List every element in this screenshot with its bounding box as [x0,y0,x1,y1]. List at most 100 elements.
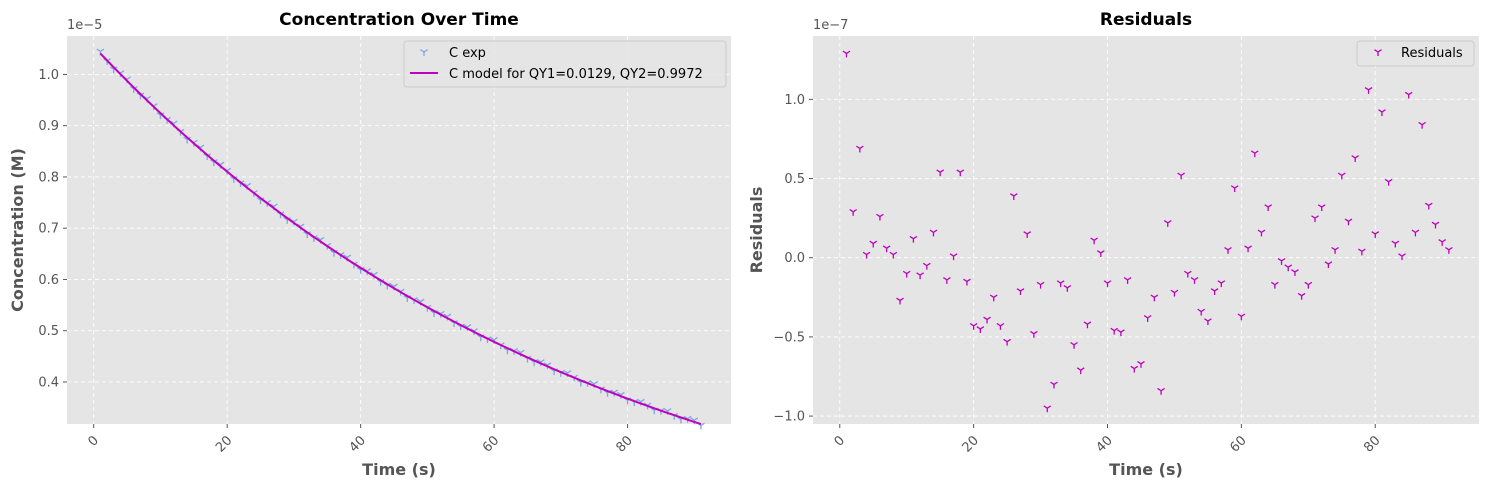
y-tick-label: 0.5 [38,324,59,339]
data-point [989,294,998,302]
data-point [936,169,945,177]
data-point [1190,277,1199,284]
data-point [1257,229,1266,237]
data-point [1424,202,1433,210]
data-point [943,277,951,284]
data-point [1163,220,1172,227]
data-point [1003,338,1011,346]
legend-marker [420,49,428,56]
right-x-axis-label: Time (s) [1109,460,1183,479]
data-point [1083,321,1092,329]
data-point [1117,329,1125,337]
x-tick-label: 40 [1093,433,1115,455]
data-point [1023,231,1032,238]
data-point [922,262,931,270]
data-point [1371,231,1380,238]
x-tick-label: 60 [480,433,502,455]
data-point [983,316,991,324]
y-tick-label: 0.6 [38,273,59,288]
data-point [969,322,978,330]
right-y-axis-label: Residuals [747,187,766,274]
data-point [902,270,911,278]
data-point [1217,280,1226,288]
data-point [882,245,891,253]
data-point [1317,204,1326,212]
data-point [1096,250,1105,257]
right-offset-label: 1e−7 [813,18,848,33]
data-point [1284,264,1293,272]
data-point [876,213,884,221]
right-plot-area [813,36,1479,424]
data-point [1244,245,1252,253]
data-point [855,145,864,153]
x-tick-label: 20 [213,433,235,455]
left-legend-label-model: C model for QY1=0.0129, QY2=0.9972 [449,67,703,82]
data-point [1150,294,1159,302]
x-tick-label: 60 [1227,433,1249,455]
data-point [869,240,878,248]
left-legend: C exp C model for QY1=0.0129, QY2=0.9972 [403,40,727,88]
data-point [1137,360,1145,368]
data-point [1143,315,1152,322]
data-point [1331,246,1339,254]
data-point [1076,367,1085,375]
left-chart-title: Concentration Over Time [279,10,519,30]
right-legend: Residuals [1356,40,1475,67]
data-point [1204,318,1212,326]
x-tick-label: 80 [613,433,635,455]
data-point [889,251,898,259]
data-point [1056,280,1065,288]
data-point [1016,288,1025,295]
right-chart-title: Residuals [1100,10,1192,30]
data-point [949,253,958,261]
y-tick-label: 0.7 [38,222,59,237]
data-point [1250,150,1259,158]
data-point [1090,237,1098,245]
data-point [1311,215,1319,223]
left-legend-label-exp: C exp [449,46,486,61]
data-point [1351,155,1360,162]
x-tick-label: 20 [960,433,982,455]
data-point [916,272,924,280]
data-point [1210,288,1219,295]
x-tick-label: 0 [832,433,848,449]
y-tick-label: 1.0 [784,93,805,108]
data-point [1030,330,1038,338]
right-legend-box [1356,40,1475,67]
x-tick-label: 0 [85,433,101,449]
data-point [1391,240,1400,248]
data-point [976,326,985,333]
data-point [1291,269,1299,276]
data-point [1270,281,1279,289]
right-marks [842,50,1453,413]
data-point [1304,281,1313,289]
right-legend-label: Residuals [1401,46,1463,61]
data-point [1431,221,1440,229]
left-plot-area [67,36,731,424]
y-tick-label: 0.5 [784,172,805,187]
data-point [1364,87,1373,94]
data-point [1043,405,1052,413]
data-point [1177,172,1185,180]
left-marks [96,48,705,430]
y-tick-label: 1.0 [38,68,59,83]
right-chart: 0 20 40 60 80 −1.0 −0.5 0.0 0.5 1.0 Residuals Tim… [747,10,1479,479]
left-x-axis-label: Time (s) [362,460,436,479]
data-point [1230,185,1239,193]
data-point [842,50,851,58]
y-tick-label: −1.0 [773,410,805,425]
right-grid [813,36,1479,424]
data-point [929,229,938,237]
data-point [1324,261,1333,269]
data-point [1103,280,1112,288]
data-point [862,251,871,259]
data-point [1344,218,1353,226]
y-tick-label: −0.5 [773,330,805,345]
data-point [909,235,918,243]
data-point [1036,281,1045,289]
data-point [1378,109,1386,117]
data-point [1404,91,1413,99]
data-point [1183,270,1192,278]
data-point [1337,172,1346,180]
